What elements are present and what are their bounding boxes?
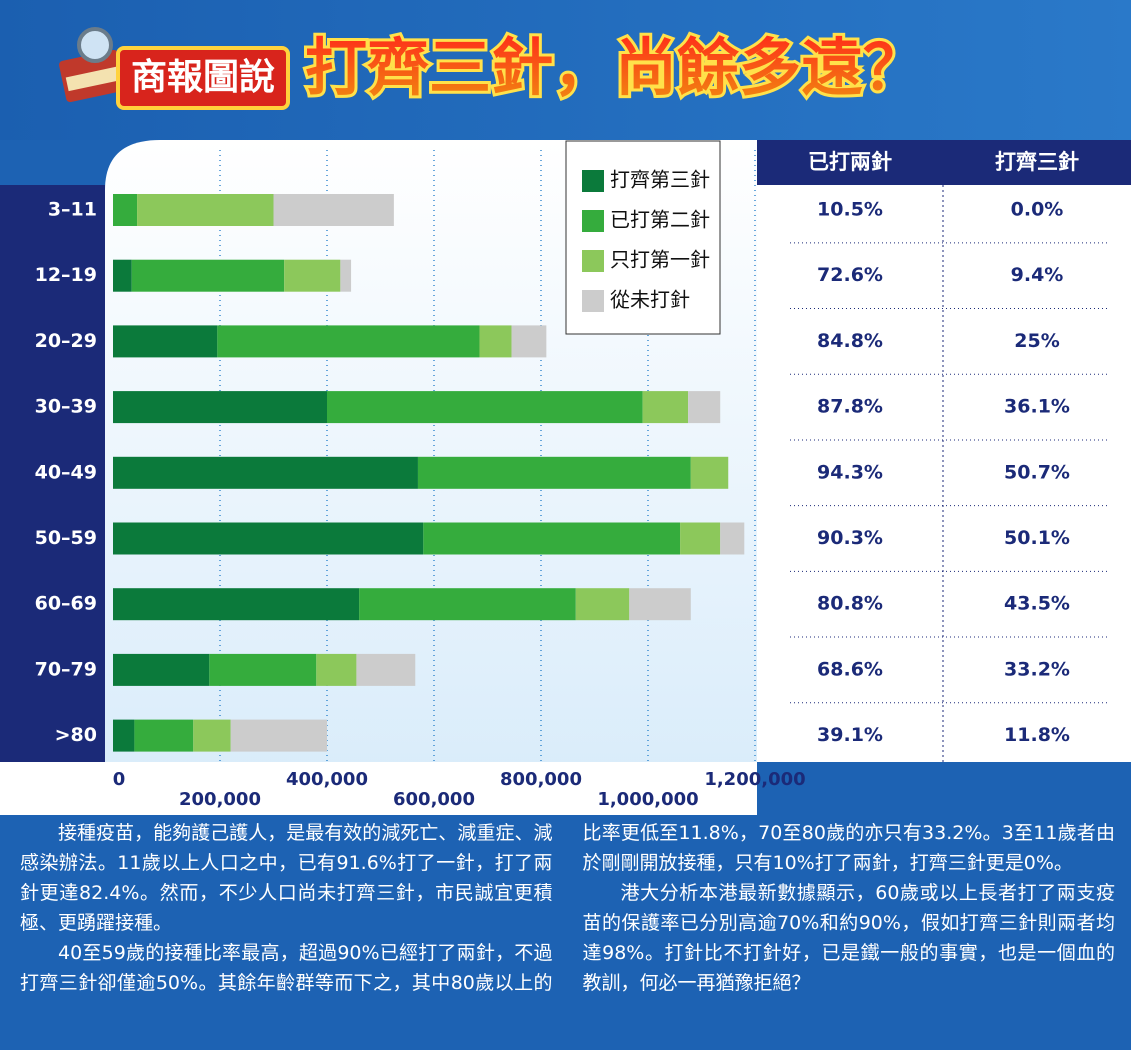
- x-tick-label: 800,000: [500, 769, 582, 790]
- category-label: 3–11: [48, 199, 97, 221]
- bar-segment: [230, 719, 327, 752]
- bar-segment: [113, 456, 418, 489]
- bar-segment: [217, 325, 480, 358]
- table-cell: 84.8%: [817, 330, 883, 352]
- table-cell: 0.0%: [1011, 199, 1064, 221]
- legend-swatch: [582, 290, 604, 312]
- bar-segment: [688, 391, 721, 424]
- table-cell: 10.5%: [817, 199, 883, 221]
- x-tick-label: 600,000: [393, 789, 475, 810]
- bar-segment: [340, 259, 352, 292]
- bar-segment: [113, 653, 210, 686]
- bar-segment: [642, 391, 689, 424]
- x-tick-label: 200,000: [179, 789, 261, 810]
- bar-segment: [327, 391, 643, 424]
- bar-segment: [137, 194, 274, 226]
- article: 接種疫苗，能夠護己護人，是最有效的減死亡、減重症、減感染辦法。11歲以上人口之中…: [20, 818, 1115, 1038]
- table: 已打兩針 打齊三針 10.5% 0.0% 72.6% 9.4% 84.8% 25% 87.8% 3…: [790, 150, 1110, 746]
- x-tick-label: 1,200,000: [704, 769, 805, 790]
- legend-swatch: [582, 170, 604, 192]
- table-cell: 80.8%: [817, 593, 883, 615]
- bar-segment: [284, 259, 341, 292]
- x-tick-label: 1,000,000: [597, 789, 698, 810]
- bar-segment: [131, 259, 285, 292]
- bar-segment: [479, 325, 512, 358]
- bar-segment: [316, 653, 357, 686]
- x-tick-label: 400,000: [286, 769, 368, 790]
- bar-segment: [423, 522, 681, 555]
- table-cell: 72.6%: [817, 264, 883, 286]
- x-tick-label: 0: [113, 769, 126, 790]
- legend-swatch: [582, 250, 604, 272]
- paragraph: 接種疫苗，能夠護己護人，是最有效的減死亡、減重症、減感染辦法。11歲以上人口之中…: [20, 822, 553, 934]
- bar-segment: [629, 588, 691, 621]
- table-cell: 9.4%: [1011, 264, 1064, 286]
- legend-label: 只打第一針: [610, 248, 710, 272]
- category-label: 12–19: [35, 264, 97, 286]
- table-cell: 50.1%: [1004, 527, 1070, 549]
- bar-segment: [193, 719, 231, 752]
- category-label: 40–49: [35, 461, 97, 483]
- category-label: 50–59: [35, 527, 97, 549]
- table-cell: 25%: [1014, 330, 1059, 352]
- title: 打齊三針，尚餘多遠？: [305, 31, 925, 104]
- legend-label: 已打第二針: [610, 208, 710, 232]
- bar-segment: [113, 325, 218, 358]
- axis-band: [0, 762, 757, 815]
- table-cell: 68.6%: [817, 658, 883, 680]
- bar-segment: [113, 719, 135, 752]
- bar-segment: [113, 194, 138, 226]
- bar-segment: [511, 325, 547, 358]
- legend-swatch: [582, 210, 604, 232]
- bar-segment: [680, 522, 721, 555]
- table-body: [757, 185, 1131, 762]
- category-strip: [0, 185, 105, 762]
- category-label: 70–79: [35, 658, 97, 680]
- bar-segment: [690, 456, 729, 489]
- category-label: 60–69: [35, 593, 97, 615]
- bar-segment: [113, 522, 424, 555]
- table-cell: 36.1%: [1004, 396, 1070, 418]
- bar-segment: [113, 391, 327, 424]
- table-cell: 90.3%: [817, 527, 883, 549]
- legend-label: 打齊第三針: [610, 168, 710, 192]
- bar-segment: [273, 194, 394, 226]
- table-header-label: 已打兩針: [808, 150, 892, 174]
- bar-segment: [113, 259, 132, 292]
- legend-label: 從未打針: [610, 288, 690, 312]
- table-cell: 50.7%: [1004, 461, 1070, 483]
- table-header: [757, 140, 1131, 185]
- category-label: 20–29: [35, 330, 97, 352]
- badge-icon: [59, 27, 126, 103]
- bars: [113, 194, 745, 752]
- bar-segment: [134, 719, 194, 752]
- bar-segment: [417, 456, 691, 489]
- paragraph: 港大分析本港最新數據顯示，60歲或以上長者打了兩支疫苗的保護率已分別高逾70%和…: [582, 882, 1116, 994]
- bar-segment: [209, 653, 317, 686]
- badge-box: [116, 46, 290, 110]
- bar-segment: [113, 588, 360, 621]
- bar-segment: [356, 653, 416, 686]
- table-cell: 87.8%: [817, 396, 883, 418]
- labels: 0 200,000 400,000 600,000 800,000 1,000,000 1,…: [35, 199, 806, 811]
- bar-segment: [359, 588, 576, 621]
- badge-text: 商報圖說: [131, 57, 275, 98]
- table-cell: 94.3%: [817, 461, 883, 483]
- paragraph: 40至59歲的接種比率最高，超過90%已經打了兩針，不過打齊三針卻僅逾50%。其…: [20, 822, 1115, 994]
- bar-segment: [720, 522, 745, 555]
- bar-segment: [575, 588, 630, 621]
- table-cell: 11.8%: [1004, 724, 1070, 746]
- category-label: >80: [55, 724, 97, 746]
- table-cell: 33.2%: [1004, 658, 1070, 680]
- table-cell: 43.5%: [1004, 593, 1070, 615]
- category-label: 30–39: [35, 396, 97, 418]
- table-cell: 39.1%: [817, 724, 883, 746]
- table-header-label: 打齊三針: [995, 150, 1079, 174]
